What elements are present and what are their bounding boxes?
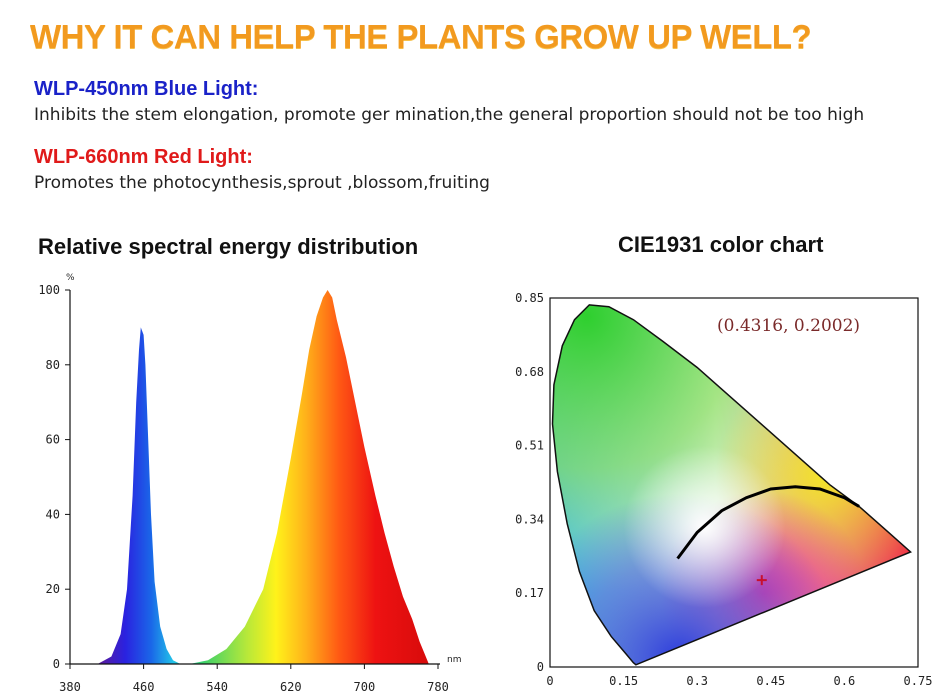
spectral-locus — [551, 304, 912, 666]
spectrum-x-tick-label: 460 — [133, 680, 155, 694]
red-light-description: Promotes the photocynthesis,sprout ,blos… — [34, 173, 490, 193]
cie-color-fill — [552, 304, 911, 665]
blue-light-description: Inhibits the stem elongation, promote ge… — [34, 105, 865, 125]
spectrum-x-tick-label: 380 — [59, 680, 81, 694]
cie-y-tick-label: 0.17 — [515, 586, 544, 600]
cie-chart: 0 0.17 0.34 0.51 0.68 0.85 0 0.15 0.3 0.45 0.6 0.75… — [515, 291, 932, 688]
cie-frame — [549, 297, 919, 668]
spectrum-x-tick-label: 620 — [280, 680, 302, 694]
cie-measured-point — [756, 575, 767, 586]
planckian-locus — [676, 485, 860, 560]
cie-coordinate-annotation: (0.4316, 0.2002) — [717, 316, 860, 336]
spectrum-x-tick-label: 540 — [206, 680, 228, 694]
spectrum-x-tick-label: 700 — [354, 680, 376, 694]
spectrum-chart: 0 20 40 60 80 100 380 460 540 620 700 780 % nm — [38, 273, 461, 694]
red-light-heading: WLP-660nm Red Light: — [34, 146, 253, 168]
cie-y-tick-label: 0.68 — [515, 365, 544, 379]
spectrum-y-tick-label: 100 — [38, 283, 60, 297]
spectrum-y-tick-label: 80 — [46, 358, 60, 372]
cie-y-tick-label: 0.51 — [515, 439, 544, 453]
spectrum-y-tick-label: 60 — [46, 433, 60, 447]
cie-x-tick-label: 0.15 — [609, 674, 638, 688]
cie-x-tick-label: 0.75 — [904, 674, 933, 688]
cie-y-tick-label: 0.34 — [515, 512, 544, 526]
spectrum-x-unit: nm — [447, 655, 461, 665]
spectrum-y-tick-label: 40 — [46, 507, 60, 521]
spectrum-y-unit: % — [66, 273, 75, 283]
spectrum-peak-2 — [189, 290, 429, 664]
cie-chart-title: CIE1931 color chart — [618, 232, 824, 257]
cie-x-tick-label: 0.45 — [756, 674, 785, 688]
spectrum-peak-1 — [97, 327, 181, 664]
cie-x-tick-label: 0.3 — [686, 674, 708, 688]
spectrum-chart-title: Relative spectral energy distribution — [38, 234, 419, 259]
cie-y-tick-label: 0.85 — [515, 291, 544, 305]
cie-y-tick-label: 0 — [537, 660, 544, 674]
blue-light-heading: WLP-450nm Blue Light: — [34, 78, 259, 100]
spectrum-y-tick-label: 0 — [53, 657, 60, 671]
page-title: WHY IT CAN HELP THE PLANTS GROW UP WELL? — [30, 18, 812, 55]
spectrum-x-tick-label: 780 — [427, 680, 449, 694]
cie-x-tick-label: 0.6 — [834, 674, 856, 688]
cie-x-tick-label: 0 — [546, 674, 553, 688]
spectrum-y-tick-label: 20 — [46, 582, 60, 596]
